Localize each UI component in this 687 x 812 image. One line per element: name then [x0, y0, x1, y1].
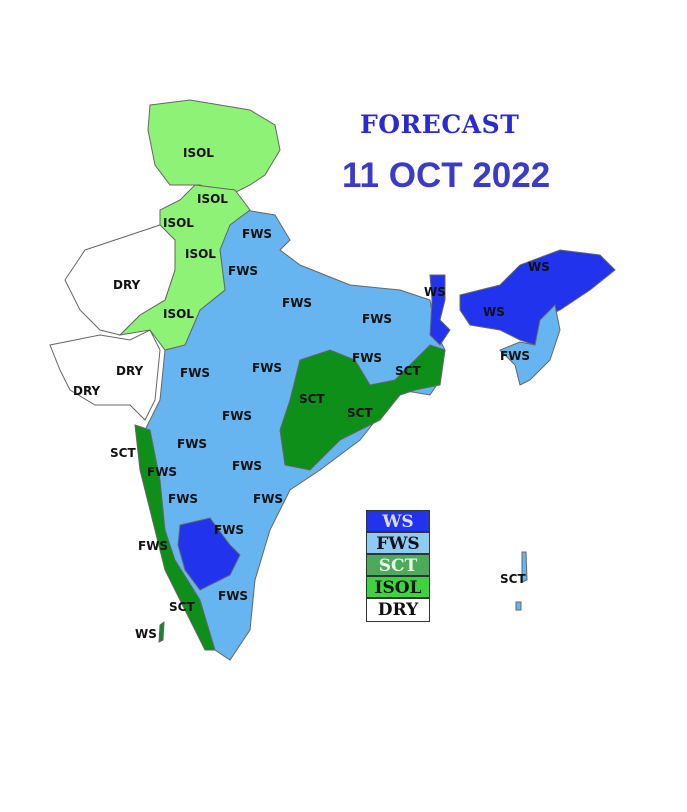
- region-label-sct: SCT: [110, 446, 136, 460]
- region-label-isol: ISOL: [163, 307, 194, 321]
- region-label-fws: FWS: [214, 523, 244, 537]
- region-label-sct: SCT: [500, 572, 526, 586]
- region-label-dry: DRY: [73, 384, 101, 398]
- region-label-dry: DRY: [116, 364, 144, 378]
- region-label-fws: FWS: [352, 351, 382, 365]
- region-label-fws: FWS: [147, 465, 177, 479]
- region-label-sct: SCT: [347, 406, 373, 420]
- region-label-ws: WS: [483, 305, 505, 319]
- region-label-isol: ISOL: [197, 192, 228, 206]
- region-label-ws: WS: [528, 260, 550, 274]
- region-label-fws: FWS: [138, 539, 168, 553]
- region-westcoast-sct: [134, 424, 216, 651]
- region-label-isol: ISOL: [183, 146, 214, 160]
- legend: WS FWS SCT ISOL DRY: [366, 510, 430, 622]
- region-label-fws: FWS: [180, 366, 210, 380]
- region-label-fws: FWS: [177, 437, 207, 451]
- region-label-dry: DRY: [113, 278, 141, 292]
- region-label-fws: FWS: [253, 492, 283, 506]
- region-andaman-fws: [521, 551, 528, 583]
- legend-isol: ISOL: [367, 577, 429, 599]
- region-label-fws: FWS: [222, 409, 252, 423]
- region-label-fws: FWS: [362, 312, 392, 326]
- region-label-ws: WS: [135, 627, 157, 641]
- legend-dry: DRY: [367, 599, 429, 621]
- region-label-fws: FWS: [282, 296, 312, 310]
- region-label-sct: SCT: [299, 392, 325, 406]
- region-gujarat-dry: [49, 329, 161, 421]
- region-lakshadweep-sct: [158, 620, 165, 643]
- region-label-fws: FWS: [252, 361, 282, 375]
- region-label-sct: SCT: [395, 364, 421, 378]
- region-east-sct: [279, 344, 446, 471]
- region-label-isol: ISOL: [163, 216, 194, 230]
- region-nicobar-fws: [515, 601, 522, 611]
- region-northeast-ws: [459, 249, 616, 346]
- region-label-ws: WS: [424, 285, 446, 299]
- region-label-sct: SCT: [169, 600, 195, 614]
- region-karnataka-ws: [177, 517, 241, 591]
- region-label-fws: FWS: [232, 459, 262, 473]
- forecast-title: FORECAST: [360, 110, 520, 139]
- region-label-fws: FWS: [218, 589, 248, 603]
- region-label-fws: FWS: [228, 264, 258, 278]
- region-label-fws: FWS: [500, 349, 530, 363]
- region-label-fws: FWS: [242, 227, 272, 241]
- legend-sct: SCT: [367, 555, 429, 577]
- region-jk-isol: [147, 99, 281, 196]
- forecast-date: 11 OCT 2022: [342, 156, 551, 195]
- region-northeast-fws: [499, 303, 561, 386]
- legend-ws: WS: [367, 511, 429, 533]
- legend-fws: FWS: [367, 533, 429, 555]
- region-label-fws: FWS: [168, 492, 198, 506]
- region-rajasthan-dry: [64, 224, 176, 336]
- region-bengal-ws: [429, 274, 451, 346]
- region-label-isol: ISOL: [185, 247, 216, 261]
